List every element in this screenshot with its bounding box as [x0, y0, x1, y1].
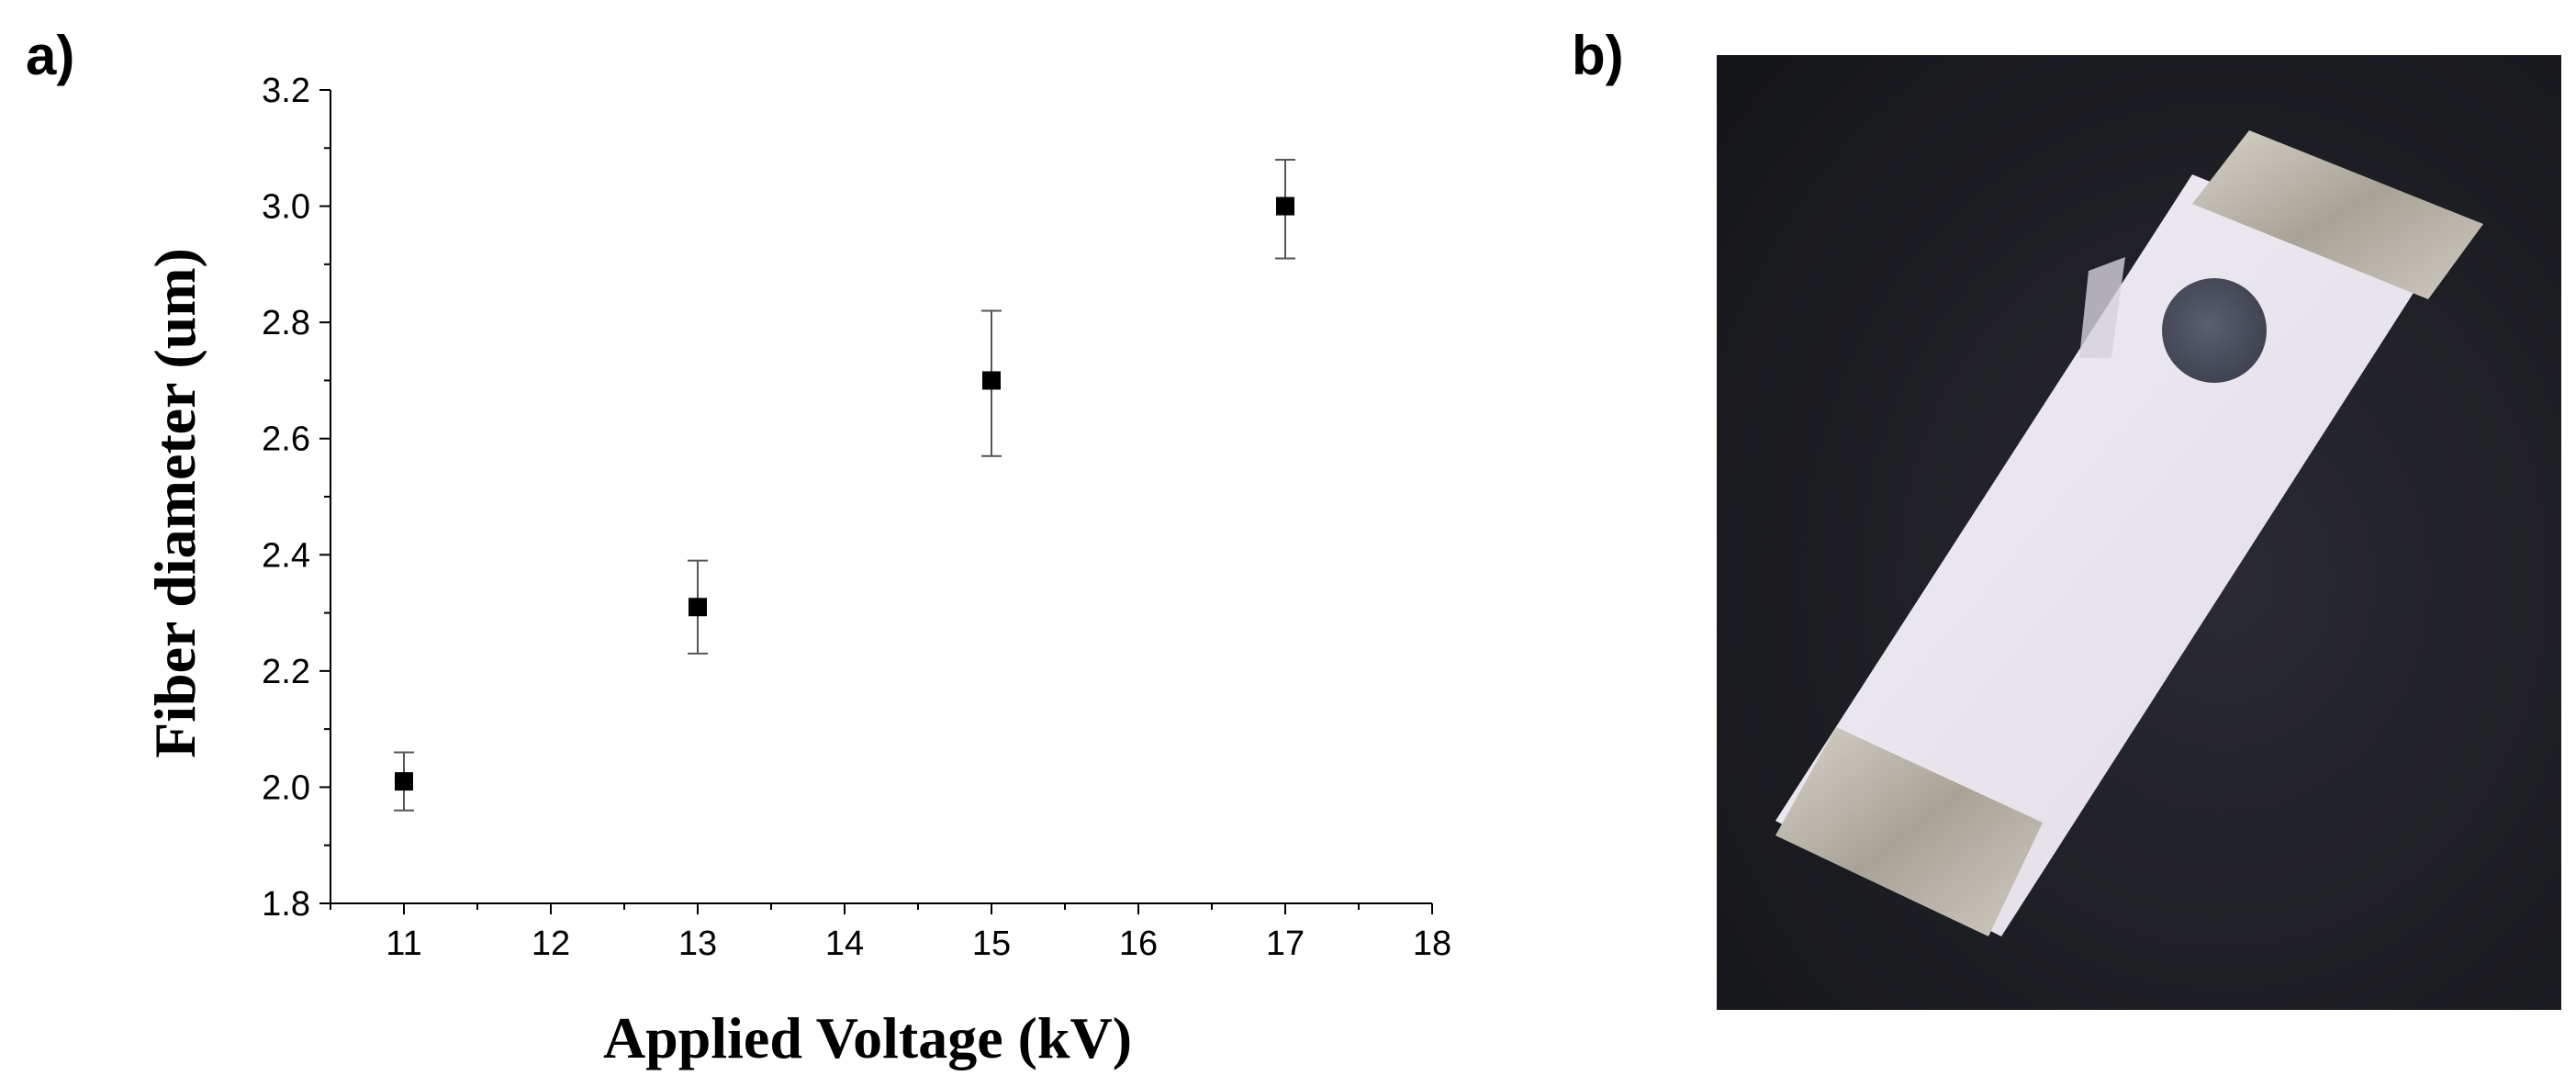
y-tick-label: 2.8 [262, 304, 310, 342]
data-point [395, 772, 413, 791]
y-axis-title: Fiber diameter (um) [142, 248, 207, 758]
y-tick-label: 2.0 [262, 768, 310, 807]
photo-slide-sample [1717, 55, 2561, 1010]
x-axis-title: Applied Voltage (kV) [603, 1005, 1132, 1070]
y-tick-label: 3.2 [262, 72, 310, 110]
x-tick-label: 12 [532, 925, 570, 963]
x-tick-label: 11 [386, 925, 421, 963]
y-tick-label: 1.8 [262, 885, 310, 924]
x-tick-label: 14 [825, 925, 864, 963]
y-tick-label: 2.4 [262, 536, 310, 575]
data-point [982, 371, 1001, 390]
data-point [689, 598, 707, 617]
glass-slide [1775, 174, 2428, 936]
panel-label-a: a) [26, 25, 75, 86]
scatter-chart: 1.8 2.0 2.2 2.4 2.6 2.8 3.0 3.2 11 12 13 14 15 16 17 18… [142, 72, 1451, 1070]
x-tick-label: 17 [1266, 925, 1305, 963]
x-tick-label: 16 [1119, 925, 1158, 963]
x-tick-label: 18 [1413, 925, 1451, 963]
x-tick-label: 13 [678, 925, 717, 963]
data-points [395, 196, 1294, 791]
error-bars [394, 158, 1295, 812]
y-tick-label: 3.0 [262, 188, 310, 227]
data-point [1276, 196, 1294, 216]
tape-edge [2079, 257, 2125, 358]
chart-axes: 1.8 2.0 2.2 2.4 2.6 2.8 3.0 3.2 11 12 13 14 15 16 17 18 [262, 72, 1451, 963]
y-tick-label: 2.2 [262, 653, 310, 691]
bottom-electrode [1775, 727, 2043, 936]
panel-label-b: b) [1572, 25, 1624, 86]
y-tick-label: 2.6 [262, 420, 310, 459]
top-electrode [2192, 130, 2483, 299]
sample-spot [2162, 278, 2267, 383]
x-tick-label: 15 [972, 925, 1011, 963]
